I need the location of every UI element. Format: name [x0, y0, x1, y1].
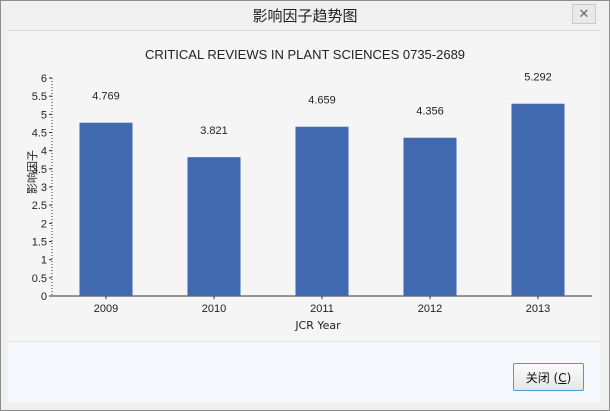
close-button-accelerator: C — [558, 371, 567, 385]
close-button-suffix: ) — [566, 371, 572, 385]
y-tick-label: 3 — [41, 182, 47, 194]
y-tick-label: 1 — [41, 255, 47, 267]
y-tick-label: 2 — [41, 218, 47, 230]
y-axis: 0 0.5 1 1.5 2 2.5 3 3.5 4 4.5 5 5.5 6 — [32, 73, 53, 303]
y-tick-label: 5 — [41, 109, 47, 121]
y-tick-label: 5.5 — [32, 91, 47, 103]
y-tick-label: 6 — [41, 73, 47, 85]
y-tick-label: 0 — [41, 291, 47, 303]
y-tick-label: 1.5 — [32, 237, 47, 249]
window-title: 影响因子趋势图 — [252, 7, 358, 25]
x-tick-label: 2013 — [526, 303, 550, 315]
data-label: 4.769 — [92, 91, 120, 103]
bars: 4.769 3.821 4.659 4.356 5.292 — [79, 72, 565, 297]
bar — [187, 157, 241, 296]
x-axis-label: JCR Year — [294, 319, 341, 332]
x-tick-label: 2011 — [310, 303, 334, 315]
bar — [295, 126, 349, 297]
x-tick-label: 2012 — [418, 303, 442, 315]
x-tick-label: 2010 — [202, 303, 226, 315]
bar — [511, 103, 565, 296]
y-tick-label: 4.5 — [32, 128, 47, 140]
close-dialog-button[interactable]: 关闭 (C) — [513, 363, 584, 391]
chart-title: CRITICAL REVIEWS IN PLANT SCIENCES 0735-… — [145, 47, 465, 62]
data-label: 4.356 — [416, 106, 444, 118]
data-label: 4.659 — [308, 95, 336, 107]
y-tick-label: 0.5 — [32, 273, 47, 285]
button-bar — [8, 341, 600, 403]
x-axis: 2009 2010 2011 2012 2013 — [52, 295, 592, 315]
bar — [79, 122, 133, 296]
data-label: 5.292 — [524, 72, 552, 84]
title-bar: 影响因子趋势图 ✕ — [1, 1, 609, 31]
y-tick-label: 4 — [41, 146, 47, 158]
y-tick-label: 3.5 — [32, 164, 47, 176]
data-label: 3.821 — [200, 125, 228, 137]
y-tick-label: 2.5 — [32, 200, 47, 212]
impact-factor-chart: CRITICAL REVIEWS IN PLANT SCIENCES 0735-… — [26, 47, 592, 332]
x-tick-label: 2009 — [94, 303, 118, 315]
bar — [403, 137, 457, 296]
chart-panel: CRITICAL REVIEWS IN PLANT SCIENCES 0735-… — [8, 30, 600, 342]
close-icon[interactable]: ✕ — [572, 4, 596, 24]
y-axis-label: 影响因子 — [26, 150, 39, 194]
close-button-label: 关闭 ( — [525, 371, 559, 385]
